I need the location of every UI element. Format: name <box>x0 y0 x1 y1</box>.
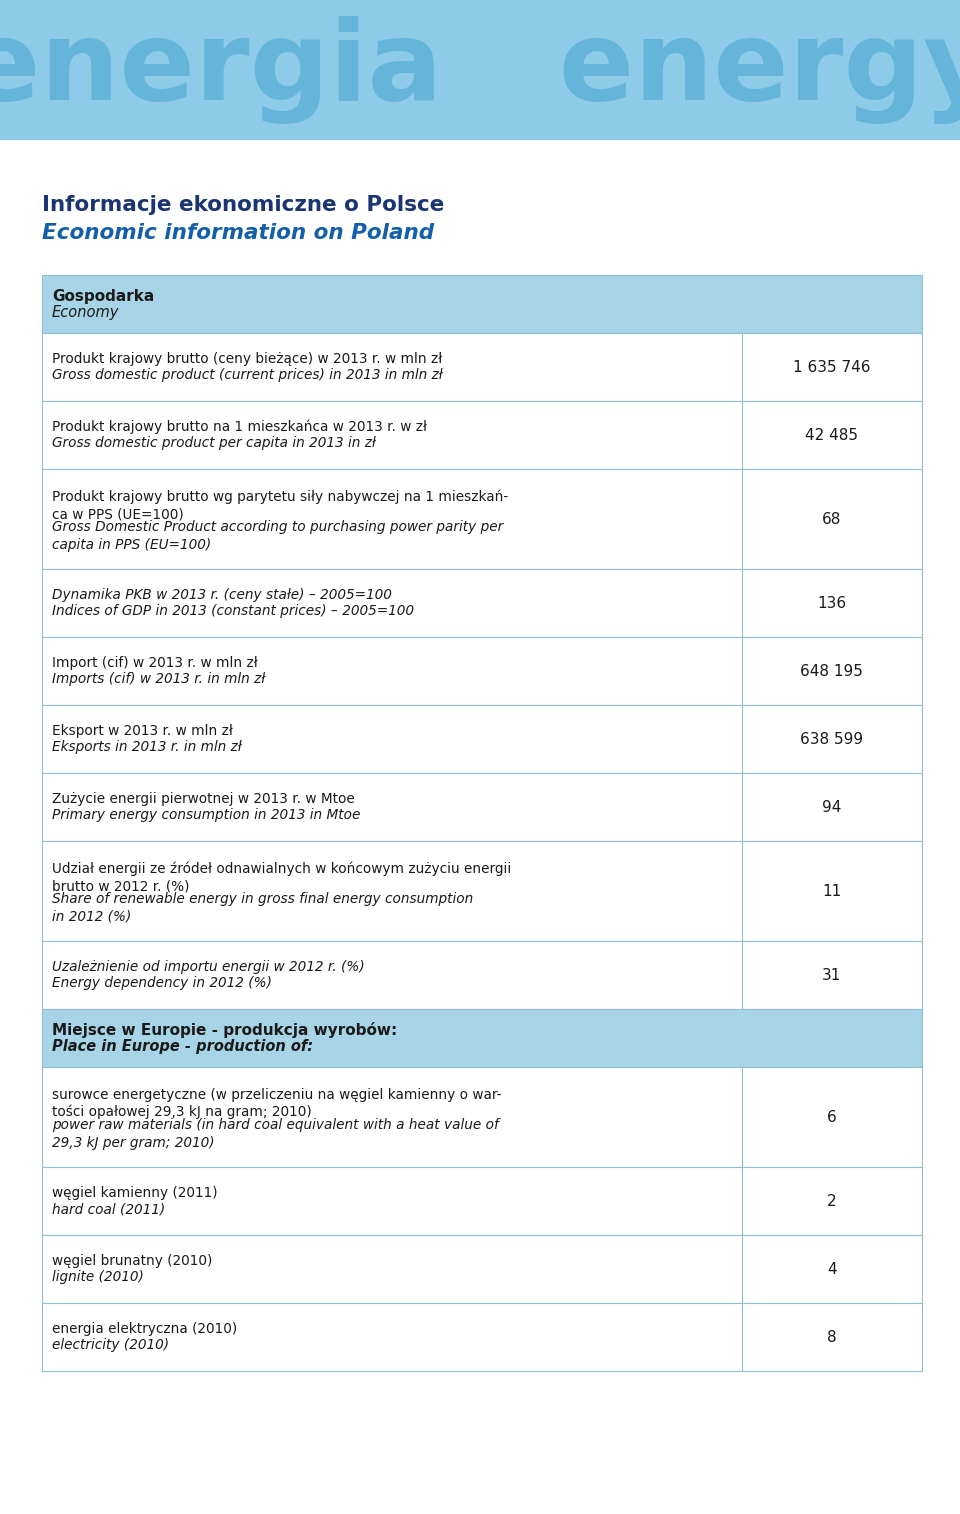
Text: Gross domestic product (current prices) in 2013 in mln zł: Gross domestic product (current prices) … <box>52 368 443 383</box>
Bar <box>42 1008 922 1067</box>
Text: hard coal (2011): hard coal (2011) <box>52 1202 165 1217</box>
Text: 4: 4 <box>827 1261 836 1276</box>
Text: Produkt krajowy brutto wg parytetu siły nabywczej na 1 mieszkań-
ca w PPS (UE=10: Produkt krajowy brutto wg parytetu siły … <box>52 489 508 521</box>
Text: 31: 31 <box>822 967 842 983</box>
Bar <box>42 276 922 333</box>
Bar <box>42 1235 922 1304</box>
Text: 94: 94 <box>822 799 842 815</box>
Text: Gross domestic product per capita in 2013 in zł: Gross domestic product per capita in 201… <box>52 436 375 451</box>
Text: 68: 68 <box>822 512 842 527</box>
Text: Uzależnienie od importu energii w 2012 r. (%): Uzależnienie od importu energii w 2012 r… <box>52 960 365 974</box>
Text: Udział energii ze źródeł odnawialnych w końcowym zużyciu energii
brutto w 2012 r: Udział energii ze źródeł odnawialnych w … <box>52 861 512 893</box>
Text: 1 635 746: 1 635 746 <box>793 359 871 374</box>
Text: 648 195: 648 195 <box>801 663 863 678</box>
Text: Energy dependency in 2012 (%): Energy dependency in 2012 (%) <box>52 977 272 990</box>
Bar <box>42 401 922 469</box>
Text: Gross Domestic Product according to purchasing power parity per
capita in PPS (E: Gross Domestic Product according to purc… <box>52 521 503 551</box>
Bar <box>42 706 922 774</box>
Text: energia   energy: energia energy <box>0 17 960 124</box>
Text: Place in Europe - production of:: Place in Europe - production of: <box>52 1040 313 1054</box>
Text: 136: 136 <box>817 595 847 610</box>
Bar <box>42 1304 922 1372</box>
Text: Dynamika PKB w 2013 r. (ceny stałe) – 2005=100: Dynamika PKB w 2013 r. (ceny stałe) – 20… <box>52 587 392 601</box>
Text: Import (cif) w 2013 r. w mln zł: Import (cif) w 2013 r. w mln zł <box>52 656 257 669</box>
Bar <box>42 942 922 1008</box>
Bar <box>42 1167 922 1235</box>
Text: węgiel brunatny (2010): węgiel brunatny (2010) <box>52 1254 212 1267</box>
Bar <box>42 774 922 840</box>
Text: electricity (2010): electricity (2010) <box>52 1338 169 1352</box>
Bar <box>42 469 922 569</box>
Text: Economic information on Poland: Economic information on Poland <box>42 223 434 244</box>
Text: lignite (2010): lignite (2010) <box>52 1270 144 1284</box>
Text: Primary energy consumption in 2013 in Mtoe: Primary energy consumption in 2013 in Mt… <box>52 808 360 822</box>
Text: Imports (cif) w 2013 r. in mln zł: Imports (cif) w 2013 r. in mln zł <box>52 672 265 686</box>
Text: 6: 6 <box>827 1110 837 1125</box>
Bar <box>42 1067 922 1167</box>
Text: 2: 2 <box>827 1193 836 1208</box>
Text: Share of renewable energy in gross final energy consumption
in 2012 (%): Share of renewable energy in gross final… <box>52 892 473 924</box>
Bar <box>42 840 922 942</box>
Text: 11: 11 <box>822 884 841 898</box>
Text: Indices of GDP in 2013 (constant prices) – 2005=100: Indices of GDP in 2013 (constant prices)… <box>52 604 414 619</box>
Text: Economy: Economy <box>52 306 119 321</box>
Bar <box>42 569 922 637</box>
Text: Gospodarka: Gospodarka <box>52 289 155 303</box>
Bar <box>42 333 922 401</box>
Text: Miejsce w Europie - produkcja wyrobów:: Miejsce w Europie - produkcja wyrobów: <box>52 1022 397 1039</box>
Text: Eksports in 2013 r. in mln zł: Eksports in 2013 r. in mln zł <box>52 740 242 754</box>
Text: power raw materials (in hard coal equivalent with a heat value of
29,3 kJ per gr: power raw materials (in hard coal equiva… <box>52 1119 499 1149</box>
Bar <box>42 637 922 706</box>
Text: węgiel kamienny (2011): węgiel kamienny (2011) <box>52 1185 218 1199</box>
Text: energia elektryczna (2010): energia elektryczna (2010) <box>52 1322 237 1335</box>
Text: 42 485: 42 485 <box>805 427 858 442</box>
Text: surowce energetyczne (w przeliczeniu na węgiel kamienny o war-
tości opałowej 29: surowce energetyczne (w przeliczeniu na … <box>52 1087 501 1119</box>
Text: 8: 8 <box>827 1329 836 1344</box>
Text: Informacje ekonomiczne o Polsce: Informacje ekonomiczne o Polsce <box>42 195 444 215</box>
Text: Eksport w 2013 r. w mln zł: Eksport w 2013 r. w mln zł <box>52 724 233 737</box>
Text: Produkt krajowy brutto na 1 mieszkańca w 2013 r. w zł: Produkt krajowy brutto na 1 mieszkańca w… <box>52 419 427 435</box>
Text: Zużycie energii pierwotnej w 2013 r. w Mtoe: Zużycie energii pierwotnej w 2013 r. w M… <box>52 792 355 805</box>
Text: 638 599: 638 599 <box>801 731 863 746</box>
Text: Produkt krajowy brutto (ceny bieżące) w 2013 r. w mln zł: Produkt krajowy brutto (ceny bieżące) w … <box>52 351 443 365</box>
Bar <box>0 0 960 139</box>
